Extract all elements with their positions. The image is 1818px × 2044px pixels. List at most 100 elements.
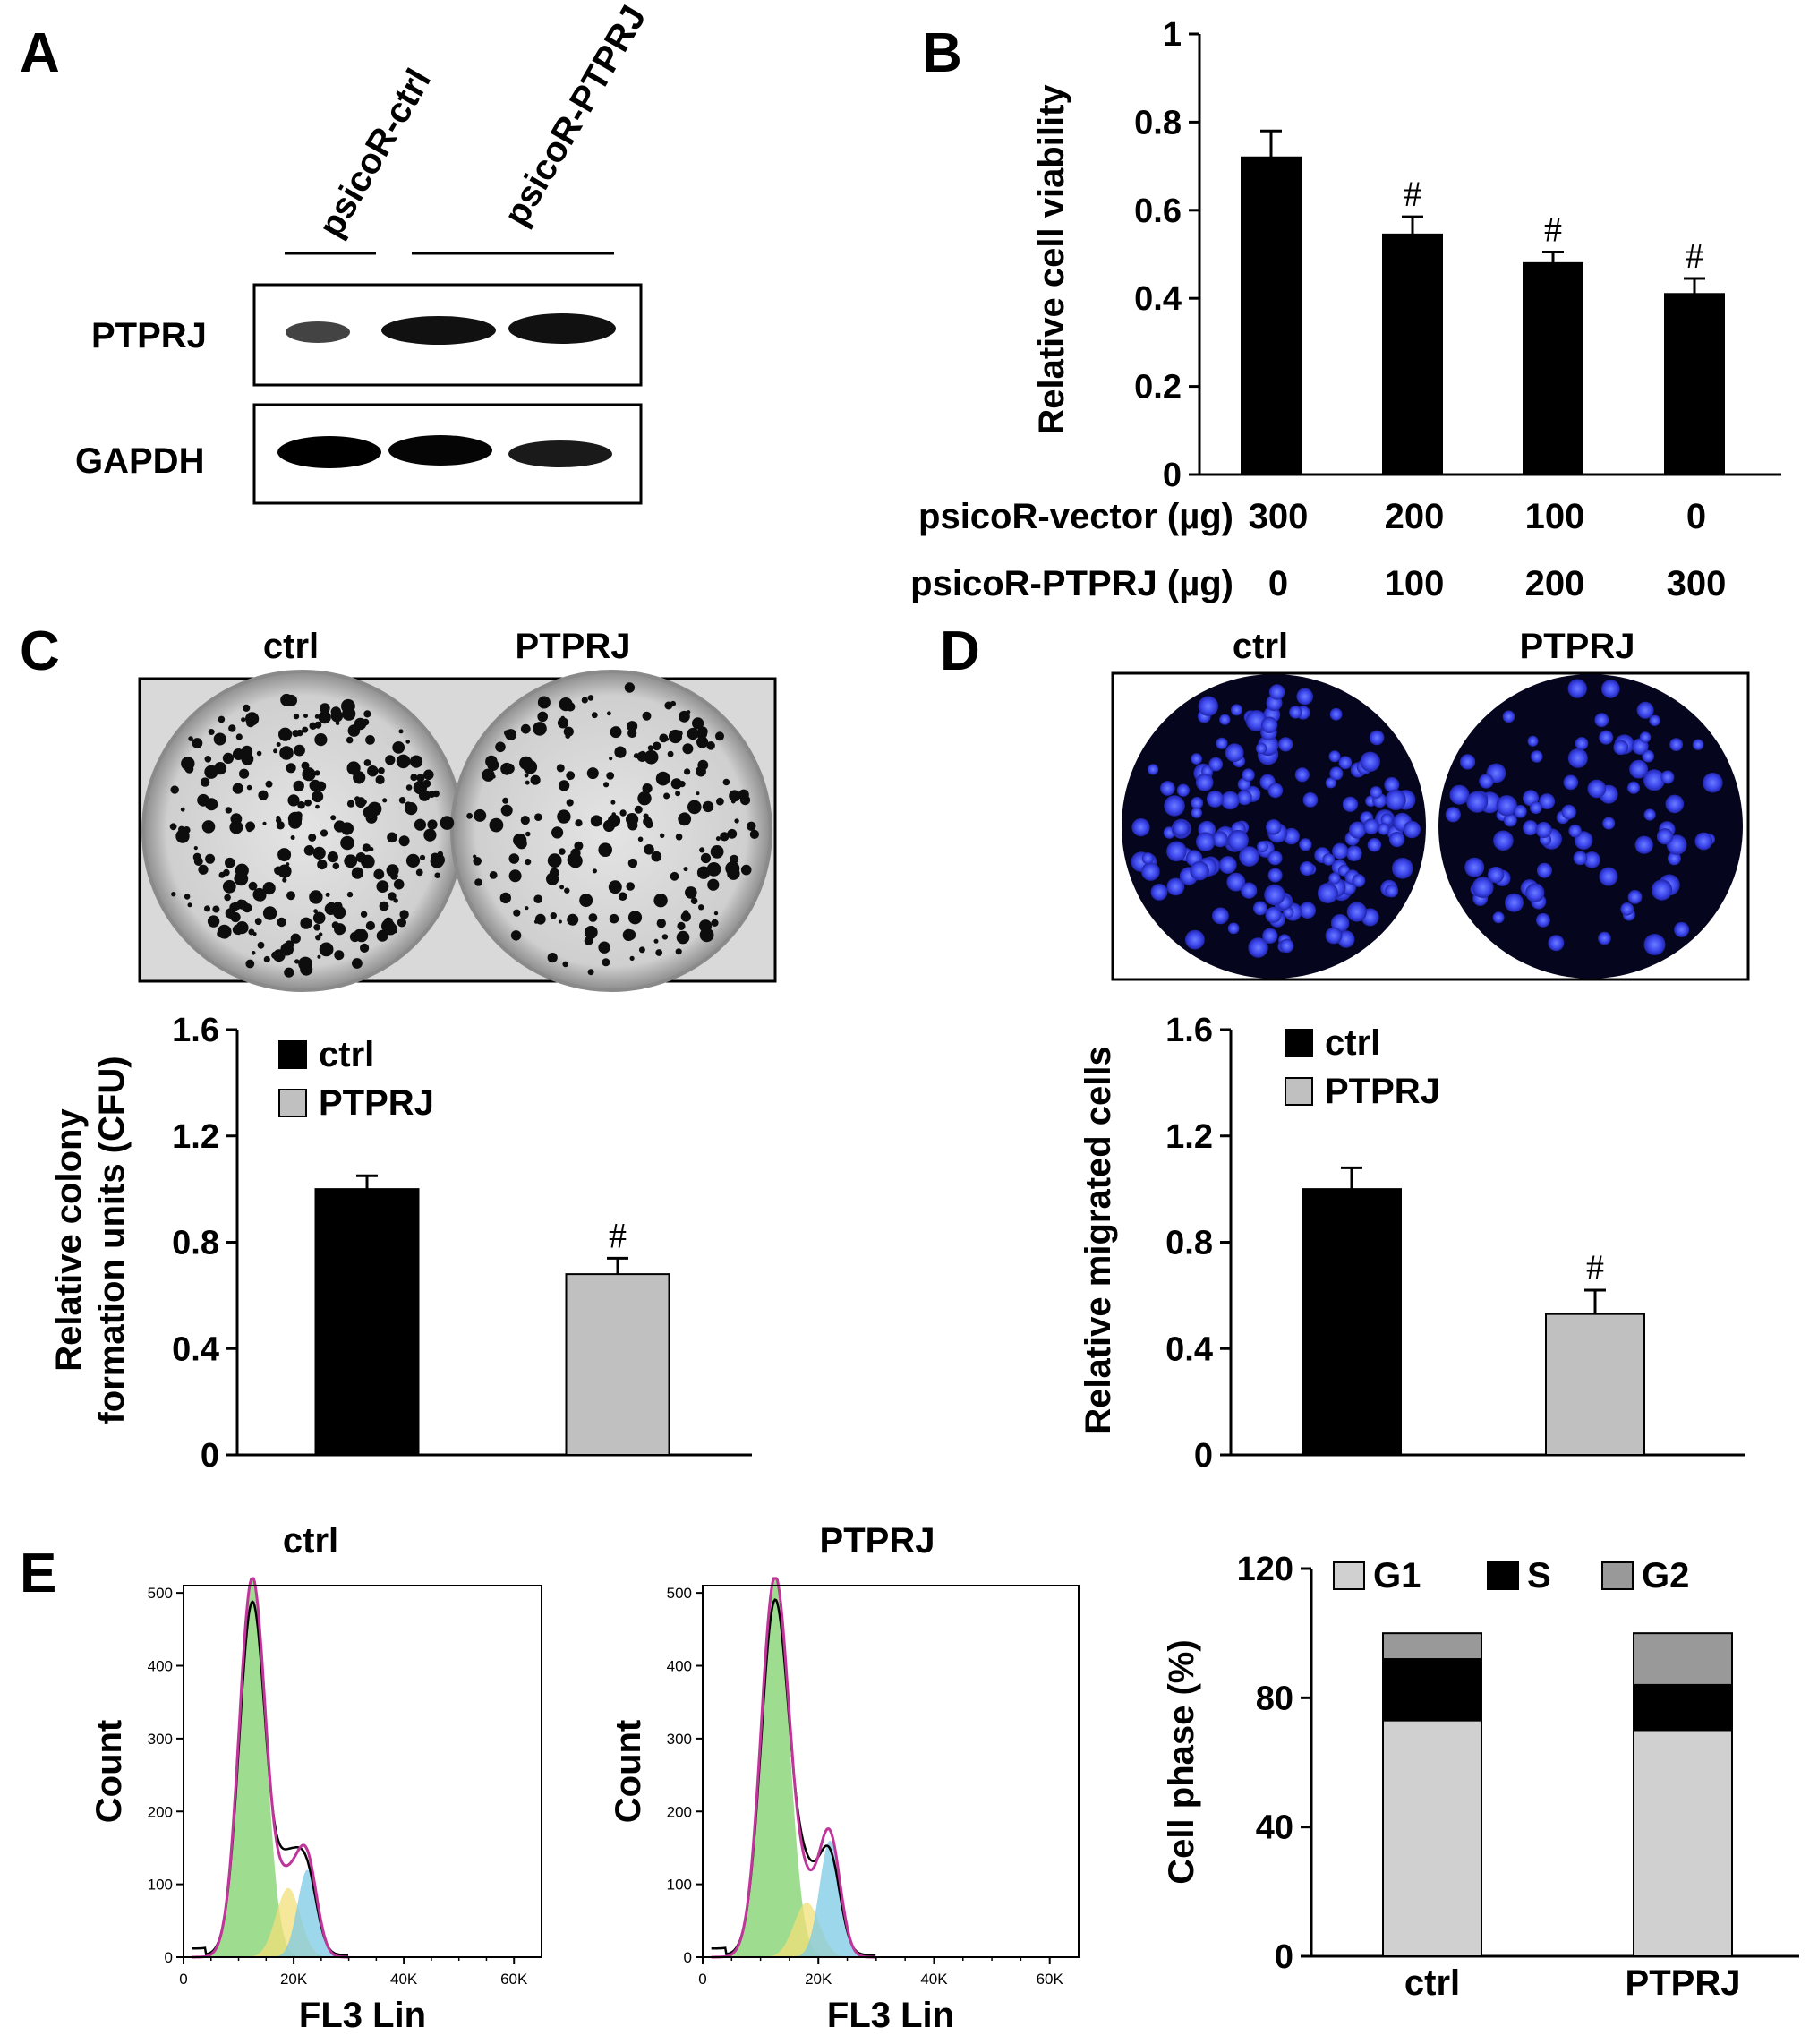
migrated-cell-dot — [1384, 777, 1400, 792]
migrated-cell-dot — [1332, 842, 1349, 860]
colony-dot — [294, 744, 305, 757]
g1-peak-area — [703, 1578, 888, 1957]
colony-dot — [550, 912, 557, 919]
colony-dot — [257, 941, 265, 949]
colony-dot — [342, 827, 350, 835]
colony-dot — [248, 928, 255, 936]
migrated-cell-dot — [1248, 937, 1268, 958]
colony-dot — [204, 905, 210, 912]
colony-dot — [365, 735, 375, 745]
colony-dot — [327, 902, 336, 910]
colony-dot — [428, 791, 436, 798]
migrated-cell-dot — [1380, 813, 1394, 826]
colony-dot — [627, 858, 638, 868]
colony-dot — [707, 878, 720, 891]
plot-frame — [702, 1585, 1080, 1958]
colony-dot — [525, 831, 531, 837]
y-axis-title-line-1: Relative colony — [49, 1108, 89, 1372]
migrated-cell-dot — [1268, 684, 1285, 700]
migrated-cell-dot — [1505, 893, 1524, 912]
colony-dot — [213, 732, 226, 746]
migrated-cell-dot — [1389, 831, 1405, 848]
colony-dot — [197, 793, 210, 807]
colony-dot — [700, 852, 712, 864]
migrated-cell-dot — [1325, 927, 1343, 945]
table-cell: 100 — [1385, 564, 1445, 603]
colony-dot — [393, 898, 398, 903]
colony-dot — [588, 913, 598, 922]
colony-dot — [251, 951, 256, 955]
y-tick-label: 40 — [1256, 1809, 1293, 1847]
colony-dot — [568, 853, 583, 868]
colony-dot — [252, 887, 267, 902]
colony-dot — [591, 712, 598, 719]
colony-dot — [398, 797, 406, 804]
colony-dot — [697, 759, 709, 771]
colony-dot — [293, 780, 304, 792]
colony-dot — [362, 929, 366, 934]
colony-dot — [738, 789, 749, 800]
y-tick-label: 100 — [667, 1877, 692, 1894]
migrated-cell-dot — [1216, 737, 1228, 749]
colony-dot — [675, 948, 682, 955]
colony-dot — [405, 853, 421, 868]
colony-dot — [508, 869, 522, 883]
colony-dot — [473, 857, 482, 866]
migrated-cell-dot — [1360, 751, 1380, 772]
colony-dot — [315, 804, 320, 809]
colony-dot — [232, 748, 244, 760]
migrated-cell-dot — [1218, 856, 1237, 874]
colony-dot — [313, 909, 318, 914]
colony-dot — [584, 936, 593, 945]
migrated-cell-dot — [1567, 679, 1587, 698]
histogram-ctrl: 0 100 200 300 400 500 0 20K 40K 60K FL3 Lin Count — [90, 1577, 542, 2035]
migrated-cell-dot — [1241, 882, 1258, 899]
bar — [1241, 156, 1302, 475]
legend-label: ctrl — [1325, 1023, 1380, 1063]
migrated-cell-dot — [1172, 819, 1190, 837]
colony-dot — [271, 951, 279, 959]
colony-dot — [680, 911, 691, 922]
table-cell: 200 — [1525, 564, 1585, 603]
colony-dot — [410, 774, 418, 782]
table-cell: 100 — [1525, 497, 1585, 536]
colony-dot — [290, 835, 295, 840]
colony-dot — [378, 767, 385, 774]
colony-dot — [575, 819, 583, 827]
migration-image — [1111, 671, 1750, 981]
colony-dot — [241, 717, 246, 723]
migrated-cell-dot — [1131, 818, 1150, 837]
y-axis-title-line-2: formation units (CFU) — [92, 1056, 132, 1424]
x-tick-label: 60K — [500, 1971, 528, 1988]
colony-dot — [559, 848, 566, 855]
migrated-cell-dot — [1253, 901, 1267, 916]
migrated-cell-dot — [1196, 832, 1216, 851]
legend-label: ctrl — [319, 1035, 374, 1074]
colony-dot — [363, 710, 371, 718]
colony-dot — [246, 784, 252, 791]
colony-dot — [668, 729, 683, 744]
colony-dot — [287, 794, 300, 807]
colony-dot — [303, 714, 308, 718]
colony-dot — [570, 848, 581, 859]
colony-dot — [713, 911, 719, 916]
colony-dot — [624, 682, 636, 693]
image-label-ptprj: PTPRJ — [516, 627, 631, 666]
colony-dot — [644, 749, 659, 765]
colony-dot — [534, 913, 546, 925]
colony-dot — [525, 906, 529, 911]
colony-dot — [320, 829, 329, 837]
colony-dot — [201, 820, 216, 834]
colony-dot — [427, 819, 438, 830]
migrated-cell-dot — [1656, 828, 1674, 845]
colony-dot — [584, 926, 598, 939]
migrated-cell-dot — [1503, 813, 1517, 827]
bar — [1545, 1313, 1645, 1456]
colony-dot — [218, 871, 226, 878]
migrated-cell-dot — [1264, 884, 1285, 906]
y-axis-title: Count — [90, 1720, 129, 1824]
model-fit-line — [711, 1577, 876, 1959]
colony-dot — [265, 780, 273, 788]
y-tick-label: 400 — [667, 1658, 692, 1675]
migrated-cell-dot — [1141, 862, 1160, 881]
